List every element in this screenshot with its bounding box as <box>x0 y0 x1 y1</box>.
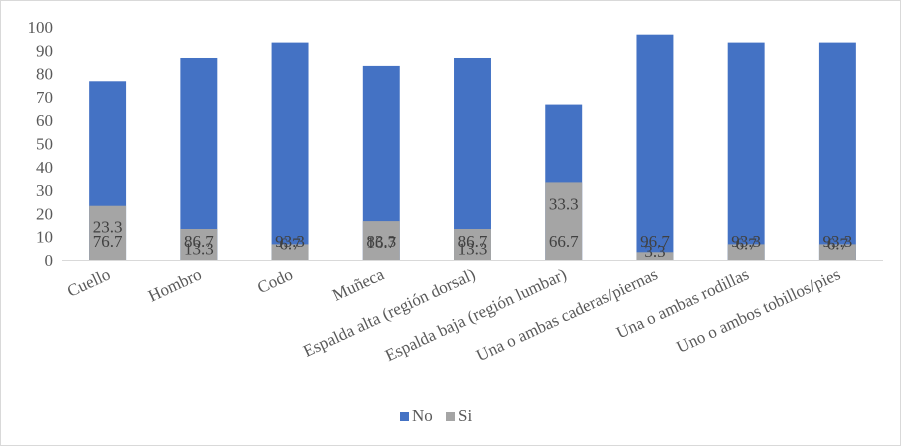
bar-no <box>818 42 856 261</box>
bar-si <box>454 229 491 260</box>
y-tick-label: 40 <box>36 158 53 177</box>
data-label-si: 16.7 <box>366 233 396 252</box>
data-label-no: 93.3 <box>275 232 305 251</box>
legend-label-no: No <box>412 406 433 425</box>
data-label-si: 23.3 <box>93 218 123 237</box>
legend-swatch-si <box>446 412 455 421</box>
data-label-si: 3.3 <box>644 242 665 261</box>
y-tick-label: 90 <box>36 41 53 60</box>
legend: No Si <box>400 406 472 425</box>
y-tick-label: 80 <box>36 65 53 84</box>
category-label: Cuello <box>64 264 113 300</box>
bar-no <box>454 57 491 260</box>
data-label-si: 33.3 <box>549 194 579 213</box>
legend-swatch-no <box>400 412 409 421</box>
data-label-no: 93.3 <box>731 232 761 251</box>
category-label: Hombro <box>145 264 204 305</box>
data-label-no: 86.7 <box>184 232 214 251</box>
category-label: Codo <box>254 264 295 297</box>
y-tick-label: 30 <box>36 181 53 200</box>
bar-si <box>271 244 309 260</box>
bar-no <box>727 42 765 261</box>
data-label-no: 86.7 <box>458 232 488 251</box>
y-tick-label: 100 <box>28 18 54 37</box>
legend-label-si: Si <box>458 406 472 425</box>
category-label: Uno o ambos tobillos/pies <box>674 264 843 356</box>
y-tick-label: 0 <box>45 251 54 270</box>
data-label-no: 96.7 <box>640 232 670 251</box>
bar-si <box>727 244 765 260</box>
data-label-si: 6.7 <box>279 234 301 253</box>
bar-no <box>271 42 309 261</box>
y-tick-label: 60 <box>36 111 53 130</box>
data-label-no: 83.3 <box>366 232 396 251</box>
data-label-no: 76.7 <box>93 232 123 251</box>
bar-si <box>362 221 400 260</box>
y-tick-label: 10 <box>36 228 53 247</box>
y-tick-label: 70 <box>36 88 53 107</box>
axes: 0 10 20 30 40 50 60 70 80 90 100 <box>28 18 883 270</box>
data-label-si: 6.7 <box>736 234 758 253</box>
y-tick-label: 50 <box>36 135 53 154</box>
bar-si <box>636 252 674 260</box>
bar-no <box>636 34 674 261</box>
y-tick-label: 20 <box>36 204 53 223</box>
bar-si <box>545 182 583 260</box>
data-label-no: 66.7 <box>549 232 579 251</box>
bar-si <box>89 205 127 260</box>
data-label-si: 13.3 <box>458 239 488 258</box>
data-label-no: 93.3 <box>823 232 853 251</box>
data-label-si: 6.7 <box>827 234 849 253</box>
bar-no <box>180 57 218 260</box>
bars <box>89 34 856 261</box>
category-label: Muñeca <box>329 264 387 305</box>
data-label-si: 13.3 <box>184 239 214 258</box>
data-labels: 76.723.386.713.3 93.36.7 83.316.7 86.713.3 6… <box>93 194 853 261</box>
bar-si <box>180 229 218 260</box>
bar-si <box>818 244 856 260</box>
